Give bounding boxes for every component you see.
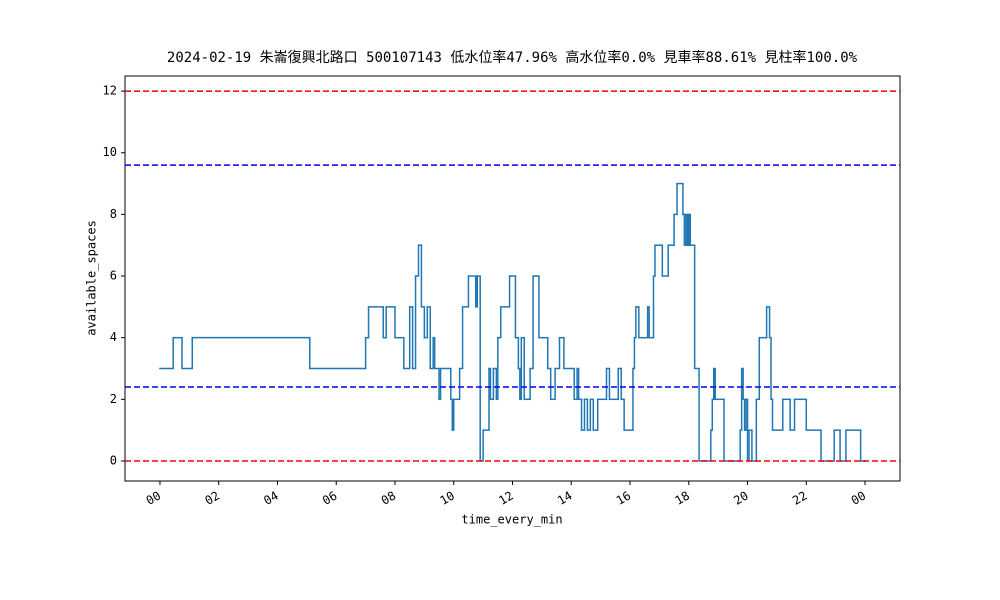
x-tick-label: 08 — [379, 489, 399, 508]
y-tick-label: 4 — [110, 330, 117, 344]
x-axis-label: time_every_min — [461, 513, 562, 527]
x-tick-label: 10 — [437, 489, 457, 508]
x-tick-label: 00 — [144, 489, 164, 508]
y-tick-label: 2 — [110, 392, 117, 406]
x-tick-label: 22 — [790, 489, 810, 508]
x-tick-label: 14 — [555, 489, 575, 508]
x-tick-label: 12 — [496, 489, 516, 508]
plot-frame — [124, 75, 901, 482]
y-axis-label: available_spaces — [85, 220, 99, 336]
y-tick-label: 10 — [103, 145, 117, 159]
x-tick-label: 00 — [849, 489, 869, 508]
x-tick-label: 18 — [673, 489, 693, 508]
x-tick-label: 20 — [731, 489, 751, 508]
y-tick-label: 0 — [110, 453, 117, 467]
x-tick-label: 16 — [614, 489, 634, 508]
y-tick-label: 6 — [110, 269, 117, 283]
y-tick-label: 12 — [103, 84, 117, 98]
x-tick-label: 04 — [261, 489, 281, 508]
x-tick-label: 02 — [202, 489, 222, 508]
y-tick-label: 8 — [110, 207, 117, 221]
x-tick-label: 06 — [320, 489, 340, 508]
chart-title: 2024-02-19 朱崙復興北路口 500107143 低水位率47.96% … — [167, 49, 858, 66]
